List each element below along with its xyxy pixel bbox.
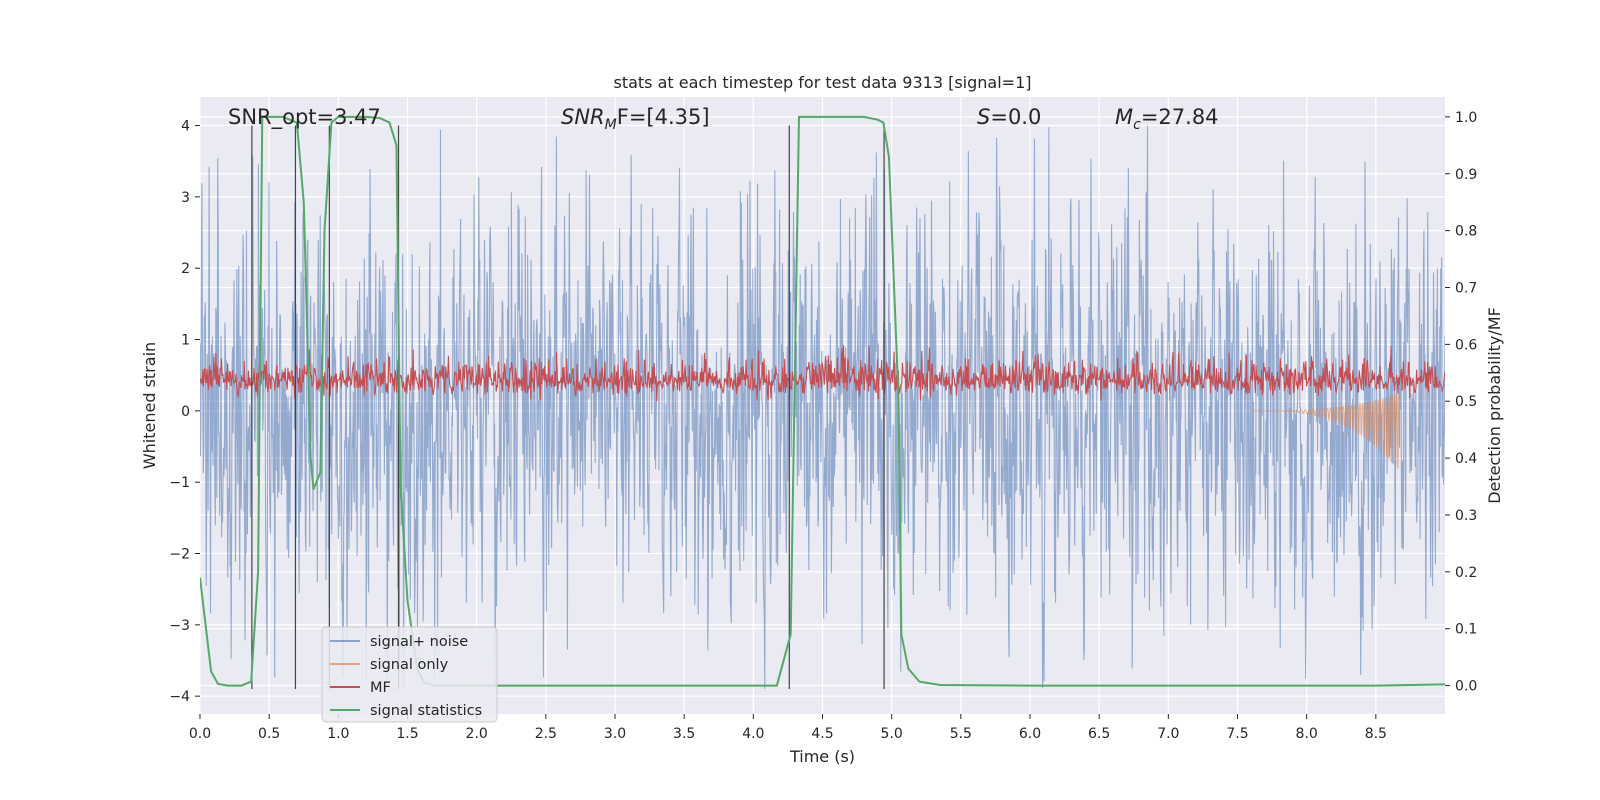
x-tick-label: 0.0 — [189, 726, 211, 742]
annotation-snr-mf-prefix: SNR — [561, 105, 605, 129]
y-tick-label: −4 — [169, 689, 190, 705]
y-tick-label: 2 — [181, 261, 190, 277]
annotation-s-prefix: S — [977, 105, 990, 129]
x-tick-label: 6.0 — [1019, 726, 1041, 742]
annotation-mc-prefix: M — [1115, 105, 1133, 129]
y-right-tick-label: 0.9 — [1455, 167, 1477, 183]
y-tick-label: −1 — [169, 475, 190, 491]
annotation-snr-mf-suffix: F=[4.35] — [617, 105, 710, 129]
y-tick-label: −3 — [169, 618, 190, 634]
x-tick-label: 7.5 — [1226, 726, 1248, 742]
y-right-tick-label: 0.5 — [1455, 394, 1477, 410]
y-tick-label: 1 — [181, 333, 190, 349]
y-right-tick-label: 1.0 — [1455, 110, 1477, 126]
annotation-mc-sub: c — [1133, 117, 1141, 133]
annotation-snr-mf: SNRMF=[4.35] — [561, 105, 710, 133]
annotation-mc: Mc=27.84 — [1115, 105, 1219, 133]
x-tick-label: 5.5 — [950, 726, 972, 742]
x-tick-label: 7.0 — [1157, 726, 1179, 742]
legend-label: signal only — [370, 657, 449, 673]
y-right-tick-label: 0.8 — [1455, 224, 1477, 240]
annotation-s: S=0.0 — [977, 105, 1041, 129]
x-tick-label: 3.0 — [604, 726, 626, 742]
series-signal-only — [1251, 393, 1400, 469]
x-tick-label: 1.5 — [396, 726, 418, 742]
x-axis-ticks: 0.0 0.5 1.0 1.5 2.0 2.5 3.0 3.5 4.0 4.5 5.0 5.5 6.0 6… — [189, 714, 1387, 742]
annotation-snr-mf-sub: M — [605, 117, 617, 133]
x-tick-label: 8.5 — [1365, 726, 1387, 742]
y-axis-label: Whitened strain — [140, 342, 159, 469]
y-right-tick-label: 0.6 — [1455, 337, 1477, 353]
x-tick-label: 8.0 — [1296, 726, 1318, 742]
y-tick-label: 4 — [181, 119, 190, 135]
x-tick-label: 1.0 — [327, 726, 349, 742]
y-tick-label: 3 — [181, 190, 190, 206]
y-right-tick-label: 0.2 — [1455, 565, 1477, 581]
legend-label: MF — [370, 680, 391, 696]
x-axis-label: Time (s) — [789, 747, 855, 766]
x-tick-label: 3.5 — [673, 726, 695, 742]
x-tick-label: 4.5 — [811, 726, 833, 742]
series-signal-noise — [200, 125, 1445, 689]
x-tick-label: 2.5 — [535, 726, 557, 742]
y-tick-label: −2 — [169, 547, 190, 563]
y-axis-right-label: Detection probability/MF — [1485, 307, 1504, 504]
y-right-tick-label: 0.1 — [1455, 622, 1477, 638]
x-tick-label: 2.0 — [466, 726, 488, 742]
series-mf — [200, 345, 1445, 402]
annotation-s-suffix: =0.0 — [990, 105, 1041, 129]
chart-title: stats at each timestep for test data 931… — [613, 73, 1031, 92]
annotation-mc-suffix: =27.84 — [1141, 105, 1219, 129]
legend: signal+ noise signal only MF signal statist… — [321, 626, 498, 723]
y-axis-ticks: −4 −3 −2 −1 0 1 2 3 4 — [169, 119, 200, 705]
legend-label: signal+ noise — [370, 634, 468, 650]
x-tick-label: 6.5 — [1088, 726, 1110, 742]
legend-label: signal statistics — [370, 703, 482, 719]
legend-box — [321, 626, 498, 723]
y-tick-label: 0 — [181, 404, 190, 420]
x-tick-label: 5.0 — [881, 726, 903, 742]
y-axis-right-ticks: 0.0 0.1 0.2 0.3 0.4 0.5 0.6 0.7 0.8 0.9 1.0 — [1445, 110, 1477, 695]
annotation-snr-opt: SNR_opt=3.47 — [228, 105, 381, 130]
y-right-tick-label: 0.0 — [1455, 679, 1477, 695]
y-right-tick-label: 0.4 — [1455, 451, 1477, 467]
x-tick-label: 0.5 — [258, 726, 280, 742]
x-tick-label: 4.0 — [742, 726, 764, 742]
y-right-tick-label: 0.7 — [1455, 281, 1477, 297]
y-right-tick-label: 0.3 — [1455, 508, 1477, 524]
